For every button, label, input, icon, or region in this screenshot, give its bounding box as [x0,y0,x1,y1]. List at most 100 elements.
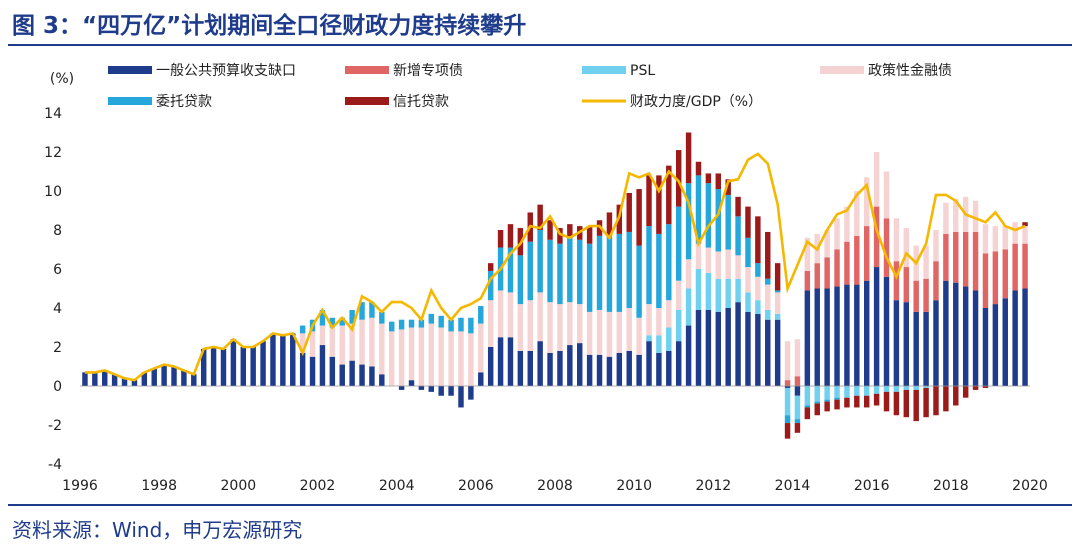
bar-segment-entrusted [349,309,355,324]
bar-segment-policy_bond [329,327,336,357]
bar-segment-entrusted [675,206,682,281]
title-rule [8,44,1072,46]
bar-segment-special_bond [1022,243,1028,289]
bar-segment-trust [685,132,692,184]
bar-segment-policy_bond [379,323,385,375]
bar-segment-policy_bond [695,243,702,269]
bar-segment-policy_bond [844,206,850,242]
bar-segment-budget [250,347,256,386]
bar-segment-policy_bond [972,200,979,232]
bar-segment-entrusted [636,245,642,318]
bar-segment-entrusted [389,321,395,332]
bar-segment-budget [240,347,246,386]
bar-segment-policy_bond [992,226,999,252]
bar-segment-psl [685,288,692,326]
bar-segment-entrusted [398,319,405,330]
bar-segment-policy_bond [824,230,830,258]
legend-swatch-entrusted [108,97,152,105]
bar-segment-budget [834,286,840,386]
bar-segment-entrusted [379,311,385,324]
bar-segment-psl [794,395,801,420]
bar-segment-policy_bond [606,311,613,357]
bar-segment-budget [121,378,128,386]
bar-segment-special_bond [943,233,949,281]
bar-segment-policy_bond [309,331,316,357]
x-tick-label: 2020 [1012,478,1048,494]
bar-segment-trust [913,389,919,422]
bar-segment-psl [656,335,662,353]
bar-segment-entrusted [458,317,464,332]
bar-segment-policy_bond [577,304,583,344]
bar-segment-policy_bond [903,228,910,268]
bar-segment-psl [725,278,731,308]
bar-segment-budget [260,341,266,386]
bar-segment-trust [675,150,682,207]
bar-segment-psl [755,300,761,314]
bar-segment-policy_bond [794,339,801,377]
bar-segment-policy_bond [636,317,642,355]
legend-label-special_bond: 新增专项债 [393,63,463,79]
bar-segment-budget [527,350,533,386]
bars [82,132,1028,439]
bar-segment-budget [577,343,583,386]
bar-segment-budget [191,374,197,386]
bar-segment-budget [309,356,316,386]
bar-segment-policy_bond [517,304,524,351]
bar-segment-budget [517,350,524,386]
bar-segment-trust [567,224,573,238]
bar-segment-budget [418,386,425,390]
bar-segment-budget [626,350,632,386]
y-tick-label: 2 [53,340,62,356]
bar-segment-budget [873,267,880,386]
x-tick-label: 2016 [854,478,890,494]
bar-segment-policy_bond [626,308,632,351]
bar-segment-budget [933,300,939,386]
bar-segment-entrusted [586,243,593,312]
bar-segment-psl [715,278,721,312]
bar-segment-psl [675,309,682,342]
bar-segment-special_bond [1002,249,1008,299]
bar-segment-entrusted [695,175,702,244]
bar-segment-trust [953,386,959,406]
bar-segment-trust [1022,222,1028,227]
bar-segment-budget [487,347,494,386]
bar-segment-entrusted [765,278,771,285]
bar-segment-budget [666,350,672,386]
bar-segment-special_bond [814,263,820,289]
bar-segment-policy_bond [537,292,543,342]
bar-segment-entrusted [804,405,811,408]
bar-segment-trust [626,192,632,232]
bar-segment-policy_bond [715,251,721,279]
bar-segment-budget [735,302,741,386]
bar-segment-budget [646,341,652,386]
bar-segment-entrusted [567,237,573,303]
bar-segment-budget [92,372,98,386]
bar-segment-budget [141,372,148,386]
bar-segment-entrusted [834,397,840,400]
bar-segment-policy_bond [725,249,731,279]
bar-segment-trust [982,386,989,388]
bar-segment-psl [814,386,820,402]
bar-segment-trust [725,179,731,195]
bar-segment-entrusted [646,226,652,305]
bar-segment-budget [82,372,88,386]
bar-segment-special_bond [933,261,939,301]
bar-segment-budget [280,335,286,386]
bar-segment-budget [497,337,504,386]
bar-segment-psl [745,292,751,312]
bar-segment-entrusted [755,263,761,277]
bar-segment-trust [695,161,702,176]
bar-segment-policy_bond [547,302,553,353]
bar-segment-policy_bond [933,230,939,262]
bar-segment-budget [972,290,979,386]
y-tick-label: 14 [44,106,62,122]
bar-segment-entrusted [577,239,583,305]
bar-segment-trust [814,403,820,416]
legend-swatch-trust [345,97,389,105]
bar-segment-entrusted [774,290,781,293]
bar-segment-policy_bond [339,325,345,365]
bar-segment-policy_bond [864,177,870,227]
bar-segment-budget [567,345,573,386]
